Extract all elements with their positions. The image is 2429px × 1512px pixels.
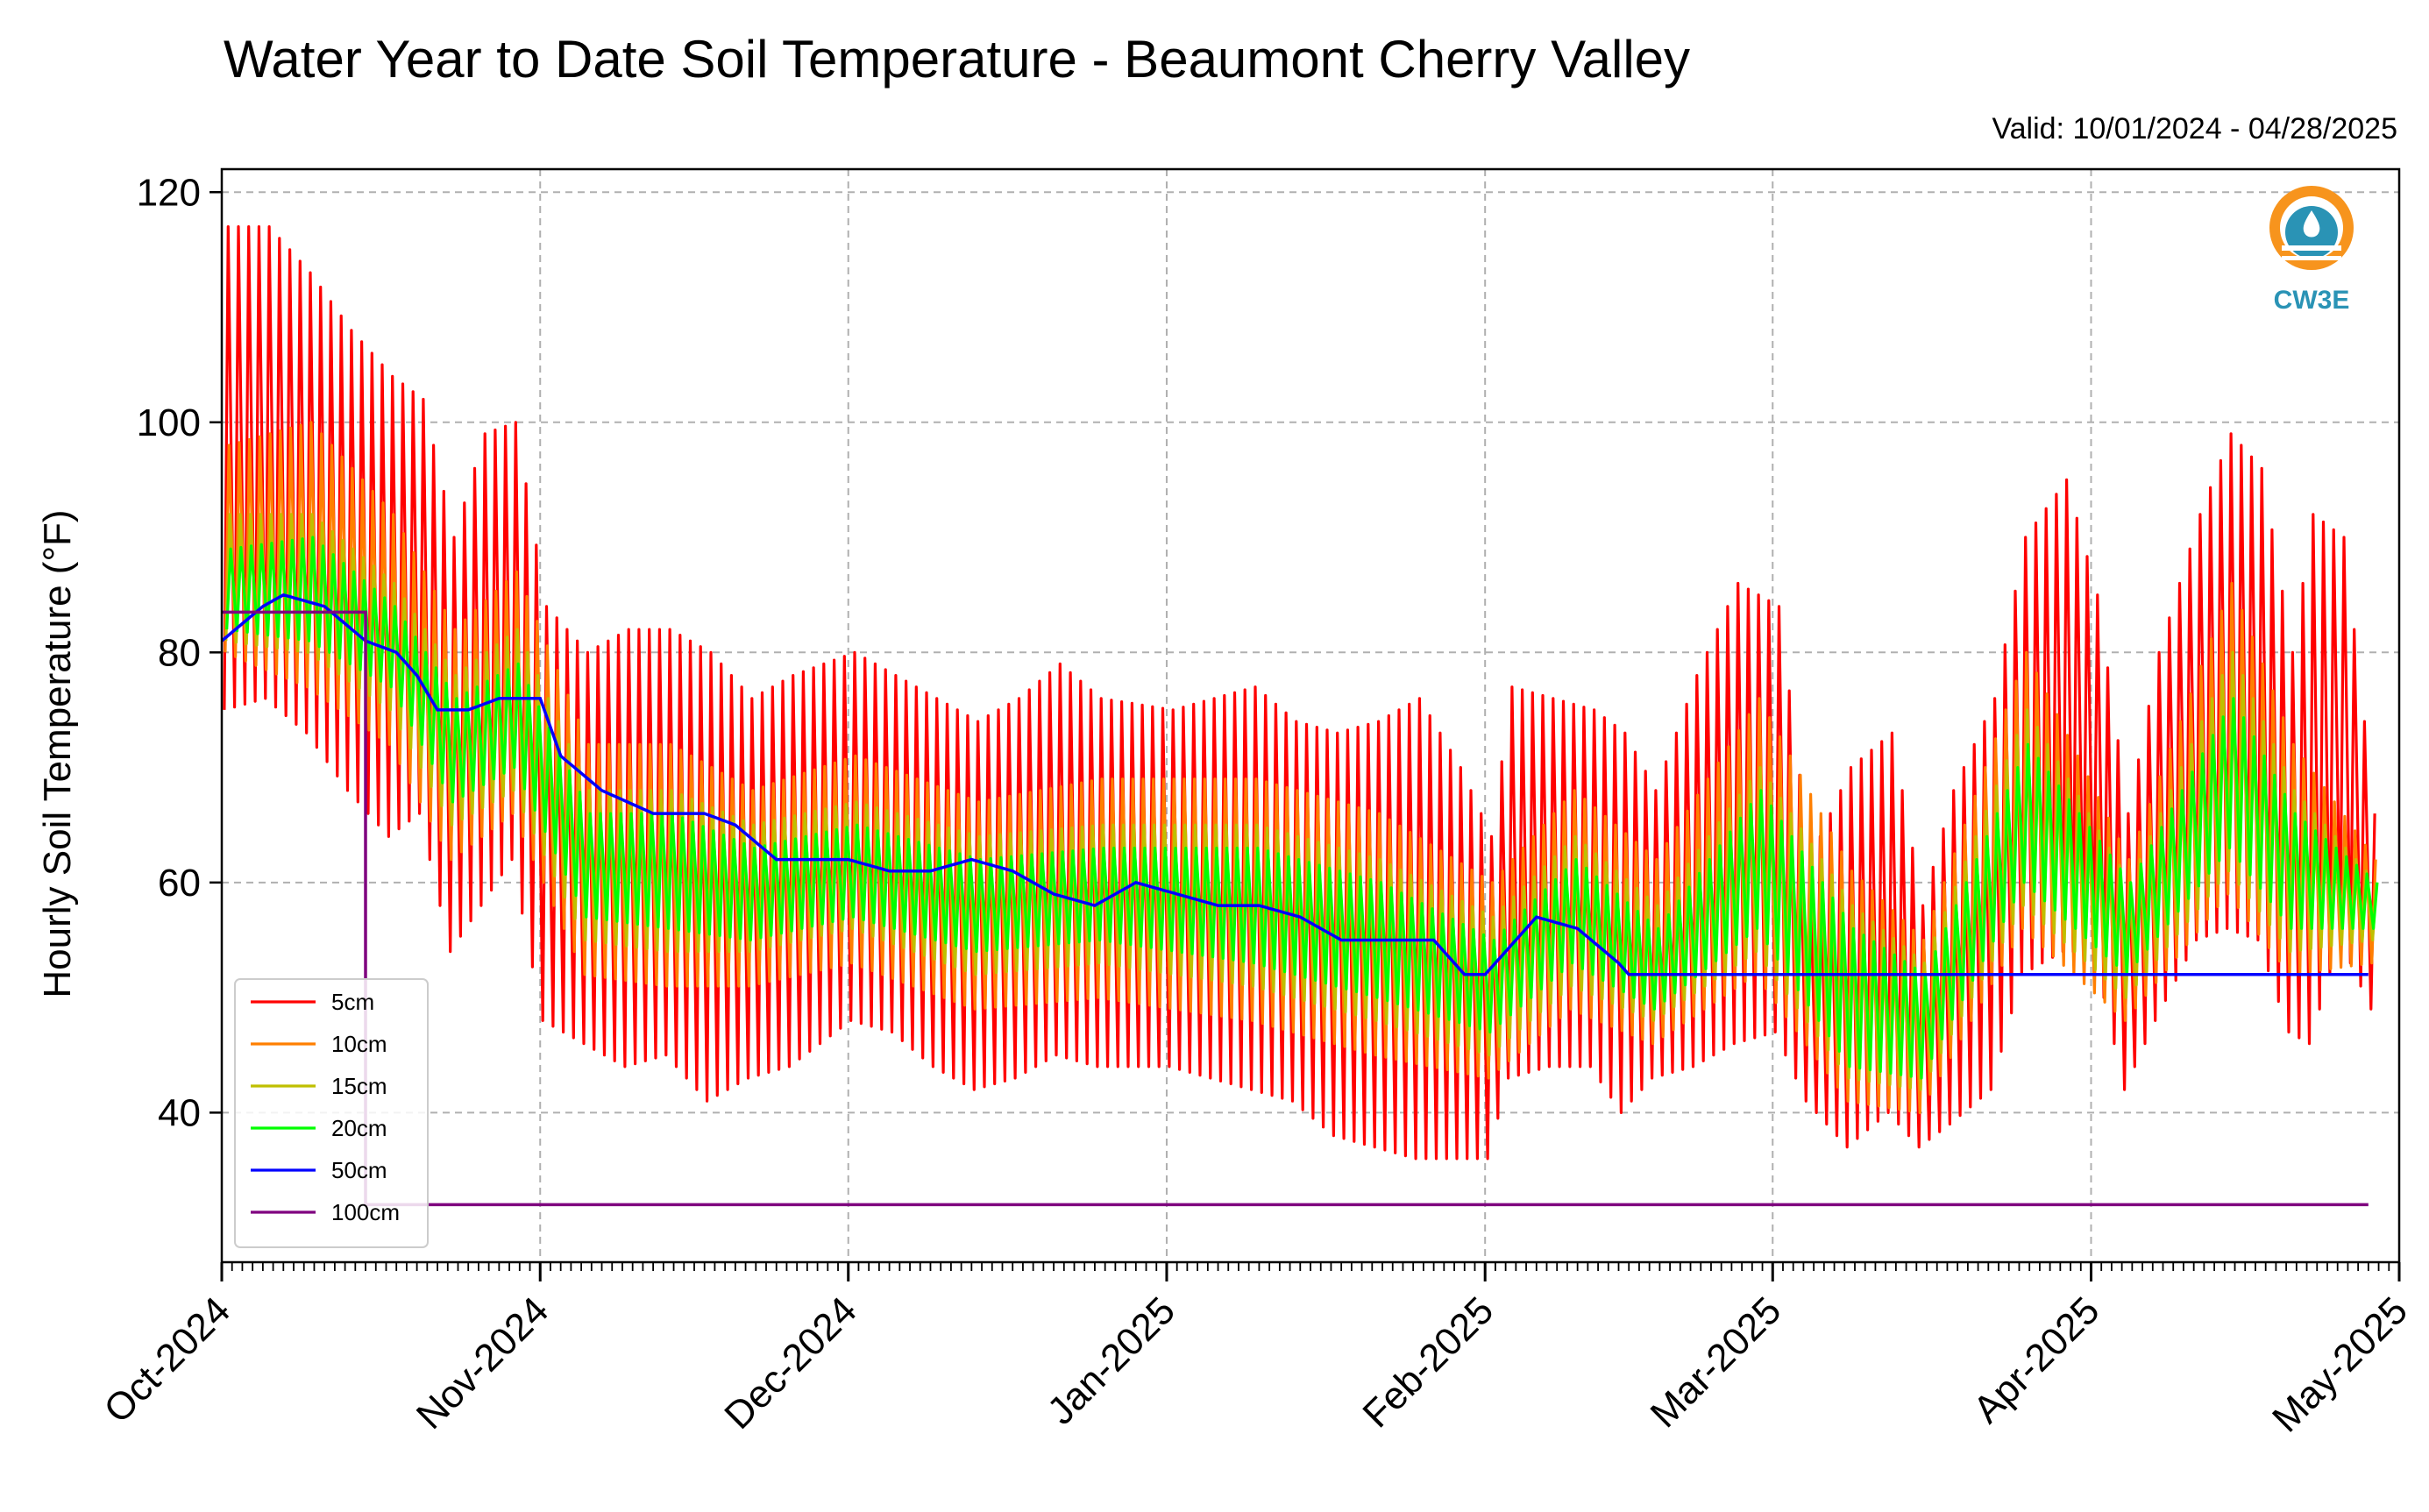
legend: 5cm 10cm 15cm 20cm 50cm 100cm bbox=[234, 978, 429, 1248]
y-tick-label: 40 bbox=[158, 1091, 201, 1134]
legend-label-20cm: 20cm bbox=[331, 1115, 387, 1141]
legend-label-5cm: 5cm bbox=[331, 989, 374, 1015]
x-tick-label: Jan-2025 bbox=[1040, 1288, 1183, 1432]
x-tick-label: Dec-2024 bbox=[716, 1288, 865, 1437]
x-tick-label: Apr-2025 bbox=[1965, 1288, 2108, 1431]
x-tick-label: Nov-2024 bbox=[408, 1288, 558, 1437]
x-tick-label: Feb-2025 bbox=[1354, 1288, 1502, 1436]
legend-box bbox=[234, 978, 429, 1248]
logo-label: CW3E bbox=[2274, 286, 2350, 315]
series-50cm-line bbox=[222, 593, 2369, 976]
x-tick-label: Mar-2025 bbox=[1643, 1288, 1790, 1436]
x-tick-label: May-2025 bbox=[2264, 1288, 2416, 1440]
series-100cm-line bbox=[222, 610, 2369, 1207]
y-tick-label: 100 bbox=[137, 401, 201, 444]
legend-label-15cm: 15cm bbox=[331, 1073, 387, 1099]
legend-label-100cm: 100cm bbox=[331, 1199, 400, 1225]
logo-wave-2 bbox=[2282, 256, 2341, 260]
x-tick-label: Oct-2024 bbox=[96, 1288, 238, 1431]
logo-wave-1 bbox=[2282, 245, 2341, 251]
cw3e-logo: CW3E bbox=[2269, 186, 2354, 315]
y-tick-label: 60 bbox=[158, 862, 201, 905]
series-group bbox=[222, 225, 2379, 1207]
y-tick-label: 120 bbox=[137, 171, 201, 214]
water-drop-icon bbox=[2303, 210, 2320, 238]
chart-title: Water Year to Date Soil Temperature - Be… bbox=[224, 30, 1690, 89]
y-tick-label: 80 bbox=[158, 631, 201, 674]
valid-date-range: Valid: 10/01/2024 - 04/28/2025 bbox=[1992, 112, 2397, 146]
y-axis-label: Hourly Soil Temperature (°F) bbox=[36, 509, 79, 997]
legend-label-50cm: 50cm bbox=[331, 1157, 387, 1183]
legend-label-10cm: 10cm bbox=[331, 1031, 387, 1057]
plot-area: 40 60 80 100 120 Oct-2024 Nov-2024 Dec-2024 Jan-… bbox=[96, 167, 2416, 1440]
